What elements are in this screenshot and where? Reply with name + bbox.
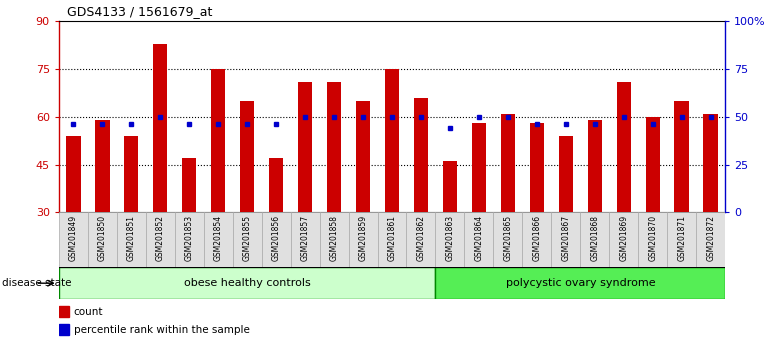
Bar [356, 101, 370, 212]
Bar [153, 44, 168, 212]
Bar [124, 136, 139, 212]
Text: GSM201855: GSM201855 [242, 215, 252, 261]
Bar [95, 120, 110, 212]
FancyBboxPatch shape [378, 212, 406, 267]
Text: GSM201865: GSM201865 [503, 215, 513, 261]
Text: GSM201858: GSM201858 [329, 215, 339, 261]
Text: GSM201862: GSM201862 [416, 215, 426, 261]
FancyBboxPatch shape [696, 212, 725, 267]
FancyBboxPatch shape [59, 267, 435, 299]
Text: polycystic ovary syndrome: polycystic ovary syndrome [506, 278, 655, 288]
FancyBboxPatch shape [233, 212, 262, 267]
Text: GSM201863: GSM201863 [445, 215, 455, 261]
FancyBboxPatch shape [551, 212, 580, 267]
FancyBboxPatch shape [117, 212, 146, 267]
FancyBboxPatch shape [88, 212, 117, 267]
Bar [66, 136, 81, 212]
FancyBboxPatch shape [580, 212, 609, 267]
Bar [414, 98, 428, 212]
Bar [558, 136, 573, 212]
Text: GSM201868: GSM201868 [590, 215, 599, 261]
Text: GSM201856: GSM201856 [271, 215, 281, 261]
Text: GSM201867: GSM201867 [561, 215, 570, 261]
Text: GSM201852: GSM201852 [156, 215, 165, 261]
FancyBboxPatch shape [262, 212, 291, 267]
FancyBboxPatch shape [406, 212, 435, 267]
FancyBboxPatch shape [204, 212, 233, 267]
FancyBboxPatch shape [493, 212, 522, 267]
Text: GDS4133 / 1561679_at: GDS4133 / 1561679_at [67, 5, 212, 18]
Text: GSM201870: GSM201870 [648, 215, 657, 261]
Bar [530, 123, 544, 212]
FancyBboxPatch shape [59, 212, 88, 267]
FancyBboxPatch shape [146, 212, 175, 267]
FancyBboxPatch shape [435, 267, 725, 299]
Text: GSM201872: GSM201872 [706, 215, 715, 261]
FancyBboxPatch shape [320, 212, 349, 267]
FancyBboxPatch shape [291, 212, 320, 267]
FancyBboxPatch shape [435, 212, 464, 267]
Text: GSM201864: GSM201864 [474, 215, 484, 261]
Text: GSM201866: GSM201866 [532, 215, 542, 261]
Bar [616, 82, 631, 212]
FancyBboxPatch shape [175, 212, 204, 267]
Text: disease state: disease state [2, 278, 71, 288]
FancyBboxPatch shape [638, 212, 667, 267]
FancyBboxPatch shape [609, 212, 638, 267]
Bar [443, 161, 457, 212]
Bar [501, 114, 515, 212]
Text: GSM201853: GSM201853 [185, 215, 194, 261]
Text: GSM201859: GSM201859 [358, 215, 368, 261]
FancyBboxPatch shape [464, 212, 493, 267]
Text: count: count [74, 307, 103, 317]
Bar [674, 101, 689, 212]
Text: GSM201861: GSM201861 [387, 215, 397, 261]
FancyBboxPatch shape [349, 212, 378, 267]
FancyBboxPatch shape [522, 212, 551, 267]
Bar [645, 117, 660, 212]
Bar [211, 69, 226, 212]
Text: GSM201849: GSM201849 [69, 215, 78, 261]
Bar [59, 324, 69, 335]
Text: GSM201851: GSM201851 [127, 215, 136, 261]
FancyBboxPatch shape [667, 212, 696, 267]
Bar [587, 120, 602, 212]
Bar [298, 82, 312, 212]
Bar [385, 69, 399, 212]
Bar [240, 101, 254, 212]
Bar [59, 306, 69, 317]
Bar [269, 158, 283, 212]
Text: GSM201857: GSM201857 [300, 215, 310, 261]
Text: GSM201871: GSM201871 [677, 215, 686, 261]
Bar [182, 158, 197, 212]
Text: percentile rank within the sample: percentile rank within the sample [74, 325, 249, 335]
Text: obese healthy controls: obese healthy controls [183, 278, 310, 288]
Bar [327, 82, 341, 212]
Text: GSM201869: GSM201869 [619, 215, 628, 261]
Text: GSM201850: GSM201850 [98, 215, 107, 261]
Bar [472, 123, 486, 212]
Text: GSM201854: GSM201854 [214, 215, 223, 261]
Bar [703, 114, 718, 212]
